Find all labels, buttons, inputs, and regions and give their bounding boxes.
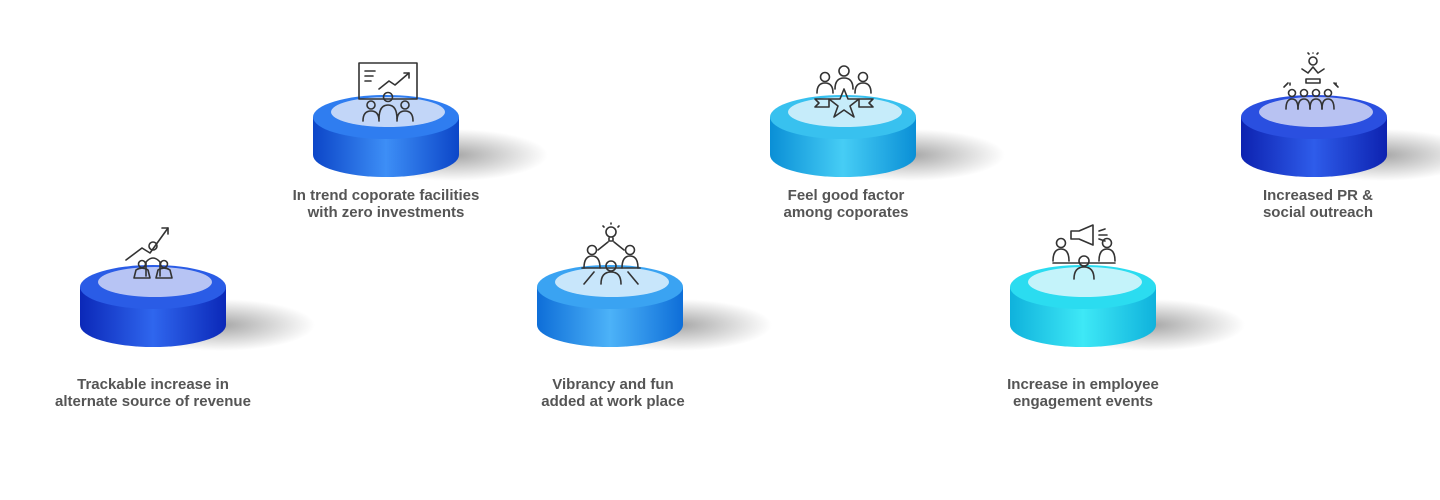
megaphone-meeting-icon [1052, 224, 1116, 280]
pedestal-facilities [308, 55, 548, 185]
team-star-icon [814, 65, 874, 118]
caption-vibrancy: Vibrancy and fun added at work place [483, 376, 743, 410]
speaker-audience-icon [1283, 52, 1339, 110]
caption-line-1: Trackable increase in [77, 376, 229, 393]
pedestal-feel-good [765, 55, 1005, 185]
pedestal-engagement [1005, 224, 1245, 355]
caption-revenue: Trackable increase in alternate source o… [23, 376, 283, 410]
caption-line-1: In trend coporate facilities [292, 187, 480, 204]
caption-feel-good: Feel good factor among coporates [716, 187, 976, 221]
caption-pr: Increased PR & social outreach [1188, 187, 1440, 221]
pedestal-pr [1236, 52, 1440, 185]
presentation-board-icon [358, 62, 418, 122]
pedestal-shape [80, 265, 315, 351]
pedestal-shape [1241, 95, 1440, 181]
caption-line-1: Vibrancy and fun [552, 376, 674, 393]
pedestal-shape [770, 95, 1005, 181]
caption-engagement: Increase in employee engagement events [953, 376, 1213, 410]
pedestal-vibrancy [532, 222, 772, 355]
caption-line-1: Feel good factor [787, 187, 905, 204]
caption-line-2: engagement events [1012, 393, 1154, 410]
caption-facilities: In trend coporate facilities with zero i… [256, 187, 516, 221]
caption-line-2: social outreach [1262, 204, 1374, 221]
team-meeting-idea-icon [581, 222, 641, 285]
growth-arrow-team-icon [125, 227, 173, 279]
caption-line-1: Increased PR & [1262, 187, 1374, 204]
caption-line-2: among coporates [783, 204, 909, 221]
caption-line-2: added at work place [541, 393, 685, 410]
caption-line-2: alternate source of revenue [55, 393, 251, 410]
pedestal-shape [313, 95, 548, 181]
caption-line-2: with zero investments [307, 204, 465, 221]
pedestal-shape [537, 265, 772, 351]
caption-line-1: Increase in employee [1007, 376, 1159, 393]
pedestal-revenue [75, 225, 315, 355]
pedestal-shape [1010, 265, 1245, 351]
